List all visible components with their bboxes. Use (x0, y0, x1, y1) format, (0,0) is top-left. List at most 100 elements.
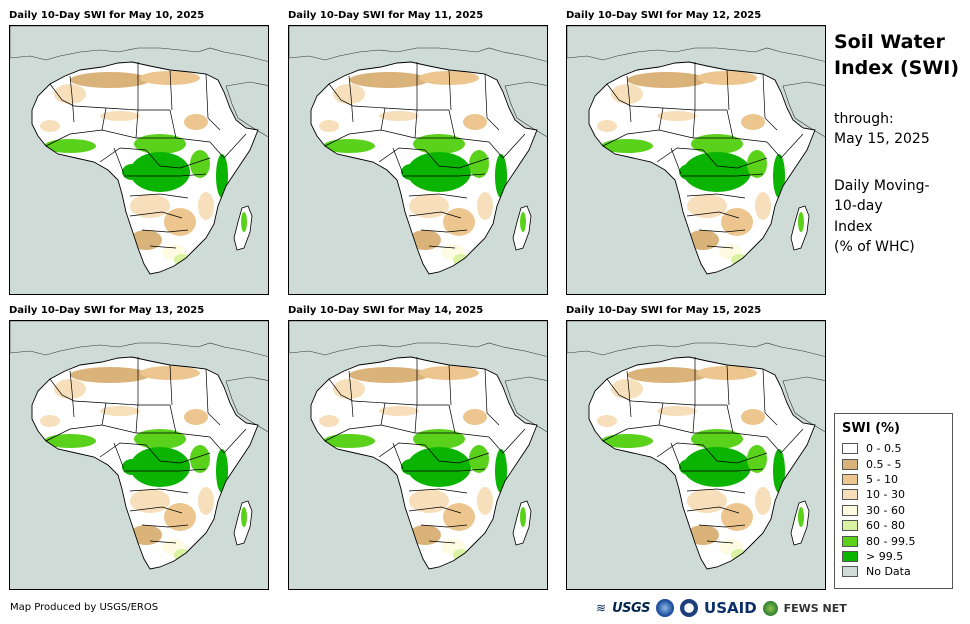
legend-label: 30 - 60 (866, 503, 905, 517)
soil-moisture-patch (697, 366, 757, 380)
legend-item: 0.5 - 5 (842, 456, 952, 471)
country-border (101, 107, 107, 131)
country-border (448, 364, 452, 406)
country-border (403, 173, 486, 177)
panel-title-6: Daily 10-Day SWI for May 15, 2025 (566, 305, 762, 316)
soil-moisture-patch (469, 445, 489, 473)
arabia-landmass (782, 81, 825, 138)
country-border (129, 211, 183, 219)
country-border (378, 442, 490, 464)
legend-swatch (842, 504, 858, 516)
country-border (169, 404, 177, 434)
country-border (101, 402, 107, 426)
country-border (448, 404, 456, 434)
usgs-logo: USGS (612, 600, 651, 616)
country-border (606, 83, 632, 107)
legend-item: 10 - 30 (842, 487, 952, 502)
usgs-wave-icon: ≋ (596, 601, 607, 615)
soil-moisture-patch (100, 406, 140, 416)
country-border (141, 524, 189, 528)
europe-landmass (10, 26, 268, 62)
soil-moisture-patch (407, 447, 471, 487)
soil-moisture-patch (687, 230, 719, 250)
soil-moisture-patch (469, 150, 489, 178)
through-date: May 15, 2025 (834, 131, 930, 148)
country-border (408, 488, 468, 494)
swi-map-4 (9, 320, 269, 590)
country-border (626, 370, 632, 418)
country-border (762, 73, 778, 131)
soil-moisture-patch (627, 367, 707, 383)
country-border (448, 109, 456, 139)
swi-map-6 (566, 320, 826, 590)
soil-moisture-patch (323, 434, 375, 448)
soil-moisture-patch (70, 367, 150, 383)
country-border (428, 540, 456, 544)
country-border (209, 428, 247, 454)
country-border (726, 109, 734, 139)
country-border (630, 400, 727, 406)
arabia-landmass (225, 81, 268, 138)
country-border (408, 193, 468, 199)
country-border (670, 442, 682, 470)
soil-moisture-patch (463, 114, 487, 130)
country-border (380, 402, 386, 426)
soil-moisture-patch (319, 415, 339, 427)
country-border (205, 368, 221, 426)
country-border (49, 83, 75, 107)
soil-moisture-patch (755, 487, 771, 515)
soil-moisture-patch (419, 71, 479, 85)
swi-fill-layer (597, 366, 785, 561)
panel-title-1: Daily 10-Day SWI for May 10, 2025 (9, 10, 205, 21)
legend-swatch (842, 473, 858, 485)
country-border (169, 69, 173, 111)
soil-moisture-patch (100, 111, 140, 121)
country-border (658, 402, 664, 426)
coastline (31, 356, 259, 570)
legend-swatch (842, 566, 858, 578)
soil-moisture-patch (627, 72, 707, 88)
legend-swatch (842, 458, 858, 470)
country-border (129, 193, 189, 199)
country-border (692, 109, 696, 139)
soil-moisture-patch (333, 84, 365, 104)
country-border (448, 69, 452, 111)
soil-moisture-patch (520, 212, 526, 232)
country-border (420, 524, 468, 528)
country-border (113, 147, 125, 175)
country-border (392, 147, 404, 175)
soil-moisture-patch (44, 434, 96, 448)
country-border (124, 173, 207, 177)
legend-item: 0 - 0.5 (842, 441, 952, 456)
country-border (135, 404, 139, 434)
country-border (99, 147, 211, 169)
soil-moisture-patch (190, 445, 210, 473)
soil-moisture-patch (798, 212, 804, 232)
soil-moisture-patch (130, 230, 162, 250)
country-border (488, 133, 526, 159)
soil-moisture-patch (70, 72, 150, 88)
country-border (656, 147, 768, 169)
soil-moisture-patch (40, 120, 60, 132)
legend-item: 80 - 99.5 (842, 533, 952, 548)
soil-moisture-patch (241, 507, 247, 527)
soil-moisture-patch (122, 164, 142, 180)
soil-moisture-patch (413, 429, 465, 449)
soil-moisture-patch (747, 445, 767, 473)
legend-label: 60 - 80 (866, 519, 905, 533)
swi-map-5 (288, 320, 548, 590)
soil-moisture-patch (130, 525, 162, 545)
legend-item: 5 - 10 (842, 472, 952, 487)
country-border (630, 105, 727, 111)
soil-moisture-patch (409, 194, 449, 218)
arabia-landmass (782, 376, 825, 433)
soil-moisture-patch (409, 230, 441, 250)
country-border (378, 147, 490, 169)
logo-strip: ≋ USGS USAID FEWS NET (596, 597, 847, 619)
country-border (141, 229, 189, 233)
country-border (380, 107, 386, 131)
soil-moisture-patch (401, 459, 421, 475)
country-border (484, 368, 500, 426)
country-border (484, 73, 500, 131)
country-border (726, 404, 734, 434)
